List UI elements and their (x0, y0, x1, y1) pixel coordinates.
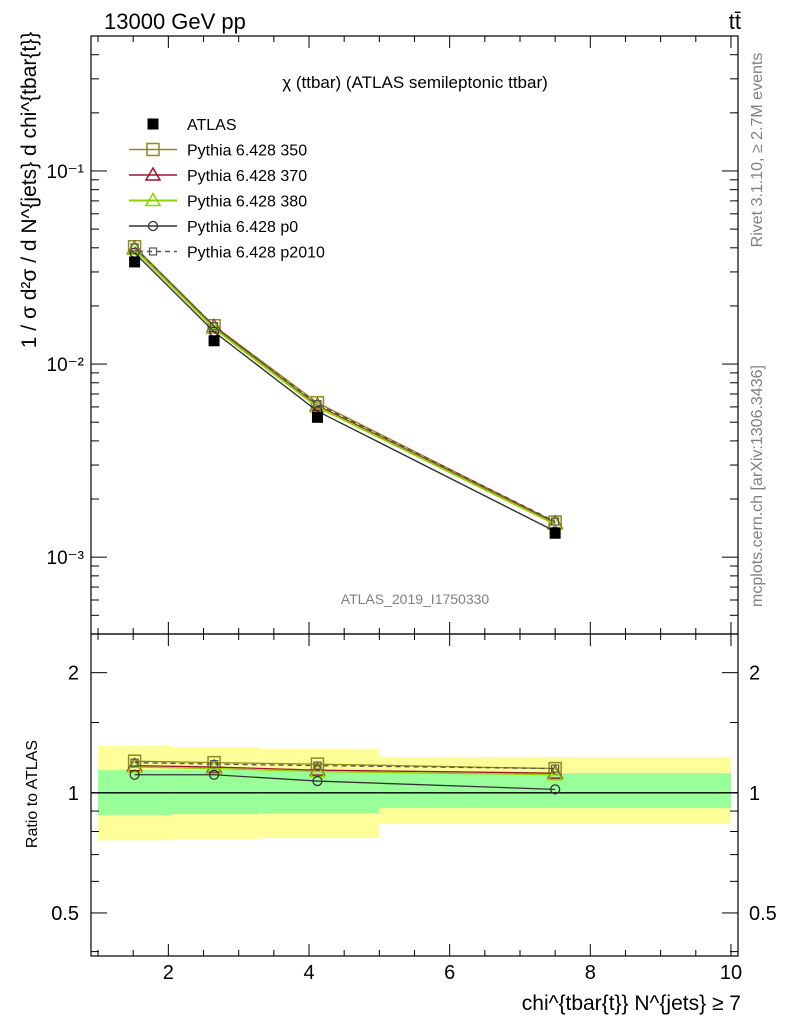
open-circle-marker (550, 784, 561, 795)
small-square-marker (148, 247, 158, 256)
x-tick-label: 10 (720, 962, 742, 984)
data-point-marker (549, 527, 561, 539)
energy-label: 13000 GeV pp (104, 9, 246, 34)
legend-label: Pythia 6.428 380 (187, 194, 307, 211)
mcplots-label: mcplots.cern.ch [arXiv:1306.3436] (749, 365, 766, 607)
legend-label: Pythia 6.428 370 (187, 168, 307, 185)
x-tick-label: 2 (163, 962, 174, 984)
ratio-y-tick-label: 2 (68, 663, 79, 685)
ratio-series-line (134, 764, 556, 774)
ratio-uncertainty-bands (91, 746, 738, 841)
legend-label: Pythia 6.428 350 (187, 143, 307, 160)
series-line (133, 248, 556, 526)
ratio-y-tick-label: 1 (68, 783, 79, 805)
ratio-series-line (134, 774, 556, 791)
open-circle-marker (147, 220, 159, 232)
x-tick-label: 6 (444, 962, 455, 984)
ratio-y-axis-title: Ratio to ATLAS (24, 740, 41, 848)
series-line (134, 246, 556, 523)
ratio-y-tick-label-right: 0.5 (749, 903, 777, 925)
y-axis-title: 1 / σ d²σ / d N^{jets} d chi^{tbar{t}} (18, 32, 41, 348)
ratio-series-line (134, 760, 556, 770)
open-triangle-marker (144, 166, 162, 181)
legend-label: Pythia 6.428 p0 (187, 219, 298, 236)
main-axis-ticks: 10⁻³ 10⁻² 10⁻¹ (47, 35, 738, 635)
open-triangle-marker (546, 766, 564, 781)
x-tick-label: 8 (585, 962, 596, 984)
ratio-series-group (126, 754, 564, 795)
stat-uncertainty-band (171, 770, 260, 814)
ratio-series-line (134, 762, 556, 770)
small-square-marker (130, 758, 139, 767)
series-line (134, 252, 556, 532)
x-tick-label: 4 (303, 962, 314, 984)
ratio-axis-ticks: 2 4 6 8 10 0.5 0.5 1 1 2 2 (51, 634, 777, 984)
ratio-y-tick-label-right: 1 (749, 783, 760, 805)
ratio-y-tick-label-right: 2 (749, 663, 760, 685)
y-axis-title-text: 1 / σ d²σ / d N^{jets} d chi^{tbar{t}} (18, 32, 41, 348)
series-line (134, 247, 556, 524)
data-point-marker (147, 118, 159, 130)
rivet-version-label: Rivet 3.1.10, ≥ 2.7M events (749, 53, 766, 248)
y-tick-label: 10⁻¹ (47, 162, 85, 183)
y-tick-label: 10⁻² (47, 355, 85, 376)
data-point-marker (311, 411, 323, 423)
open-square-marker (146, 142, 160, 157)
main-series-group (126, 239, 564, 539)
ratio-y-tick-label: 0.5 (51, 903, 79, 925)
analysis-watermark: ATLAS_2019_I1750330 (341, 591, 490, 607)
legend-label: Pythia 6.428 p2010 (187, 245, 325, 262)
open-circle-marker (312, 775, 323, 787)
small-square-marker (209, 322, 219, 331)
legend: ATLAS Pythia 6.428 350 Pythia 6.428 370 Pyt… (129, 117, 325, 262)
open-triangle-marker (144, 192, 162, 207)
small-square-marker (313, 400, 322, 409)
data-point-marker (208, 335, 220, 347)
small-square-marker (209, 760, 219, 769)
process-label: tt̄ (729, 9, 741, 34)
data-point-marker (129, 256, 141, 268)
open-circle-marker (129, 769, 140, 780)
small-square-marker (130, 243, 139, 252)
small-square-marker (551, 764, 560, 773)
legend-label: ATLAS (187, 117, 237, 134)
y-tick-label: 10⁻³ (47, 548, 85, 569)
x-axis-title: chi^{tbar{t}} N^{jets} ≥ 7 (522, 992, 741, 1015)
small-square-marker (313, 761, 322, 770)
ratio-series-line (134, 766, 556, 776)
series-line (134, 246, 556, 523)
open-circle-marker (208, 769, 220, 780)
small-square-marker (551, 517, 560, 526)
chart-title: χ (ttbar) (ATLAS semileptonic ttbar) (282, 73, 548, 92)
